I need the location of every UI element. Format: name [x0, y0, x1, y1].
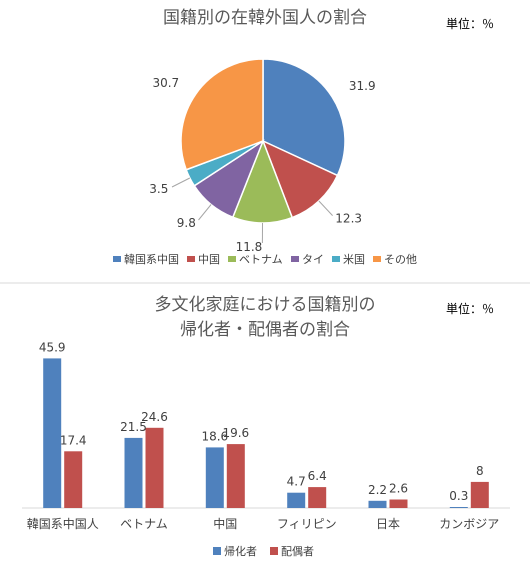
bar-data-label-1-1: 24.6: [141, 410, 168, 424]
bar-category-label-1: ベトナム: [120, 517, 168, 531]
pie-leader-line-3: [198, 204, 212, 221]
bar-data-label-5-1: 8: [476, 464, 484, 478]
pie-slice-0: [262, 58, 346, 177]
pie-legend-marker-2: [228, 256, 236, 262]
pie-legend-label-2: ベトナム: [239, 253, 283, 266]
bar-data-label-4-0: 2.2: [368, 483, 387, 497]
pie-legend-marker-0: [113, 256, 121, 262]
pie-leader-line-4: [171, 177, 191, 188]
bar-0-series-1: [64, 451, 83, 508]
bar-3-series-0: [287, 492, 306, 508]
pie-leader-line-1: [318, 200, 333, 216]
bar-chart-title-line-2: 帰化者・配偶者の割合: [180, 320, 350, 340]
pie-slice-2: [231, 138, 294, 224]
pie-slices: [180, 58, 346, 224]
pie-legend-label-0: 韓国系中国: [124, 253, 179, 266]
pie-data-label-0: 31.9: [349, 79, 376, 93]
pie-data-labels: 31.9 12.3 11.8 9.8 3.5 30.7: [149, 76, 375, 254]
pie-legend-label-5: その他: [384, 253, 417, 266]
bar-4-series-1: [389, 499, 408, 508]
bars: [43, 358, 489, 508]
bar-category-label-3: フィリピン: [277, 517, 337, 531]
pie-data-label-3: 9.8: [177, 216, 196, 230]
pie-data-label-5: 30.7: [152, 76, 179, 90]
pie-legend-marker-1: [187, 256, 195, 262]
bar-legend-marker-0: [213, 547, 221, 555]
bar-category-labels: 韓国系中国人 ベトナム 中国 フィリピン 日本 カンボジア: [27, 516, 500, 531]
bar-data-label-0-1: 17.4: [60, 433, 87, 447]
bar-unit-label: 単位：％: [446, 301, 494, 316]
bar-category-label-4: 日本: [376, 517, 400, 531]
bar-data-labels: 45.9 17.4 21.524.6 18.619.6 4.7 6.4 2.2 2.6 0.3 8: [39, 340, 484, 503]
pie-chart-panel: 国籍別の在韓外国人の割合 単位：％ 31.9 12.3 11.8 9.8 3.5 30.7…: [113, 8, 494, 266]
bar-chart-title-line-1: 多文化家庭における国籍別の: [155, 295, 376, 315]
pie-legend-marker-4: [332, 256, 340, 262]
pie-legend-label-4: 米国: [343, 253, 365, 266]
bar-legend-label-0: 帰化者: [224, 544, 257, 558]
bar-data-label-3-1: 6.4: [308, 469, 327, 483]
bar-4-series-0: [368, 500, 387, 508]
pie-legend-marker-3: [291, 256, 299, 262]
pie-unit-label: 単位：％: [446, 16, 494, 31]
pie-legend-label-3: タイ: [302, 253, 324, 266]
bar-legend-label-1: 配偶者: [281, 545, 314, 558]
pie-data-label-4: 3.5: [149, 182, 168, 196]
bar-data-label-5-0: 0.3: [449, 489, 468, 503]
pie-slice-5: [180, 58, 264, 171]
bar-data-label-1-0: 21.5: [120, 420, 147, 434]
bar-5-series-1: [470, 481, 489, 508]
bar-3-series-1: [308, 487, 327, 508]
bar-legend: 帰化者 配偶者: [213, 544, 314, 558]
bar-2-series-1: [226, 444, 245, 508]
bar-1-series-0: [124, 437, 143, 508]
bar-category-label-0: 韓国系中国人: [27, 516, 99, 531]
bar-data-label-4-1: 2.6: [389, 482, 408, 496]
pie-legend: 韓国系中国 中国 ベトナム タイ 米国 その他: [113, 253, 417, 266]
pie-data-label-2: 11.8: [236, 240, 263, 254]
pie-chart-title: 国籍別の在韓外国人の割合: [163, 8, 367, 28]
bar-1-series-1: [145, 427, 164, 508]
bar-category-label-2: 中国: [213, 516, 237, 531]
bar-data-label-0-0: 45.9: [39, 340, 66, 354]
pie-slice-1: [261, 139, 339, 219]
bar-data-label-2-1: 19.6: [222, 426, 249, 440]
pie-legend-marker-5: [373, 256, 381, 262]
bar-category-label-5: カンボジア: [439, 517, 499, 531]
pie-legend-label-1: 中国: [198, 253, 220, 266]
bar-legend-marker-1: [270, 547, 278, 555]
bar-chart-panel: 多文化家庭における国籍別の 帰化者・配偶者の割合 単位：％ 45.9 17.4 21…: [22, 295, 510, 558]
bar-data-label-2-0: 18.6: [201, 429, 228, 443]
bar-data-label-3-0: 4.7: [287, 475, 306, 489]
bar-2-series-0: [205, 447, 224, 508]
bar-0-series-0: [43, 358, 62, 508]
pie-data-label-1: 12.3: [335, 212, 362, 226]
bar-5-series-0: [449, 507, 468, 508]
